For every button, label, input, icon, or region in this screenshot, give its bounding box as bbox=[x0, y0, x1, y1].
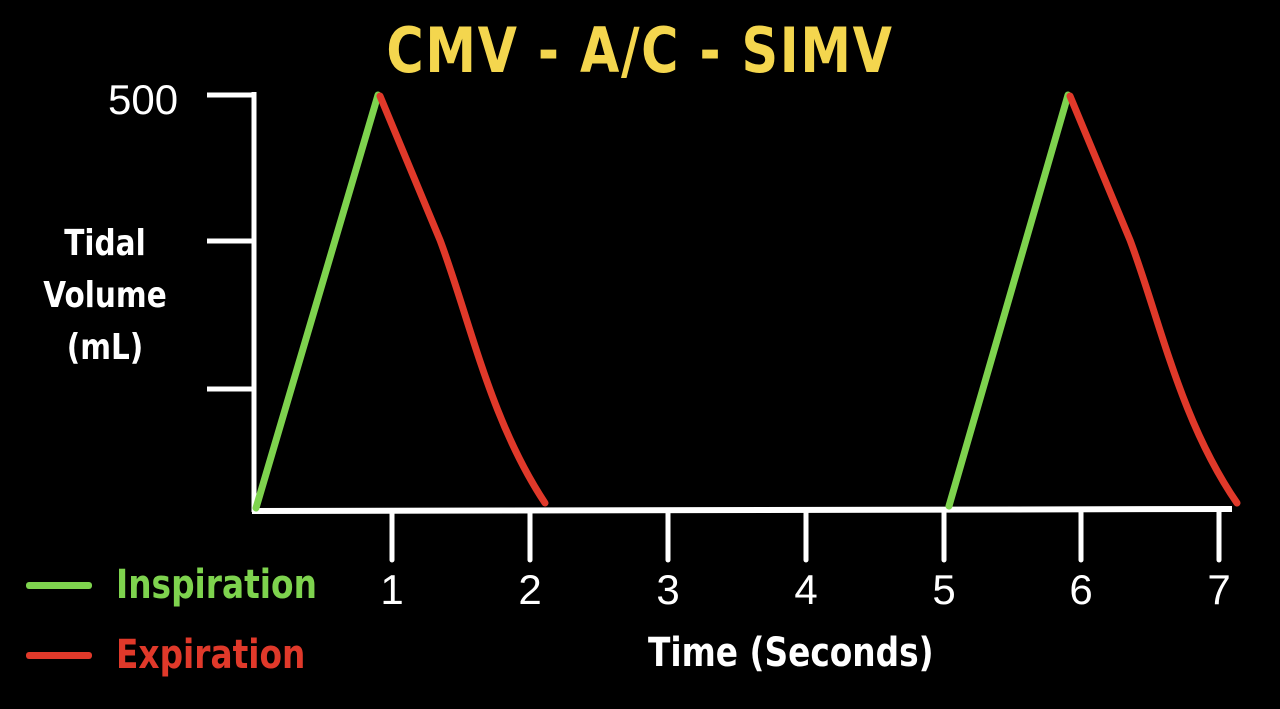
inspiration-line-2 bbox=[945, 91, 1072, 510]
y-axis-label-line: Volume bbox=[43, 275, 167, 316]
legend-label-inspiration: Inspiration bbox=[116, 562, 317, 608]
y-tick-label-500: 500 bbox=[108, 76, 179, 123]
x-tick-label-3: 3 bbox=[656, 566, 680, 613]
x-axis-line bbox=[251, 506, 1233, 514]
x-ticks bbox=[389, 509, 1222, 563]
expiration-line-1 bbox=[376, 92, 549, 507]
x-tick-label-5: 5 bbox=[932, 566, 956, 613]
legend-swatch-inspiration bbox=[26, 581, 92, 589]
x-tick-label-1: 1 bbox=[380, 566, 404, 613]
inspiration-line-1 bbox=[252, 91, 382, 512]
x-tick-label-6: 6 bbox=[1069, 566, 1093, 613]
y-axis-label-line: Tidal bbox=[64, 223, 146, 264]
legend-item-expiration: Expiration bbox=[26, 632, 347, 678]
x-tick-label-7: 7 bbox=[1207, 566, 1231, 613]
x-tick-label-4: 4 bbox=[794, 566, 818, 613]
expiration-line-2 bbox=[1066, 92, 1241, 507]
x-axis-label: Time (Seconds) bbox=[648, 630, 934, 676]
legend-label-expiration: Expiration bbox=[116, 632, 306, 678]
x-tick-label-2: 2 bbox=[518, 566, 542, 613]
legend-swatch-expiration bbox=[26, 651, 92, 659]
legend-item-inspiration: Inspiration bbox=[26, 562, 361, 608]
y-axis-label: Tidal Volume (mL) bbox=[35, 218, 174, 374]
chart-title: CMV - A/C - SIMV bbox=[386, 14, 894, 87]
y-axis-label-line: (mL) bbox=[66, 327, 144, 368]
